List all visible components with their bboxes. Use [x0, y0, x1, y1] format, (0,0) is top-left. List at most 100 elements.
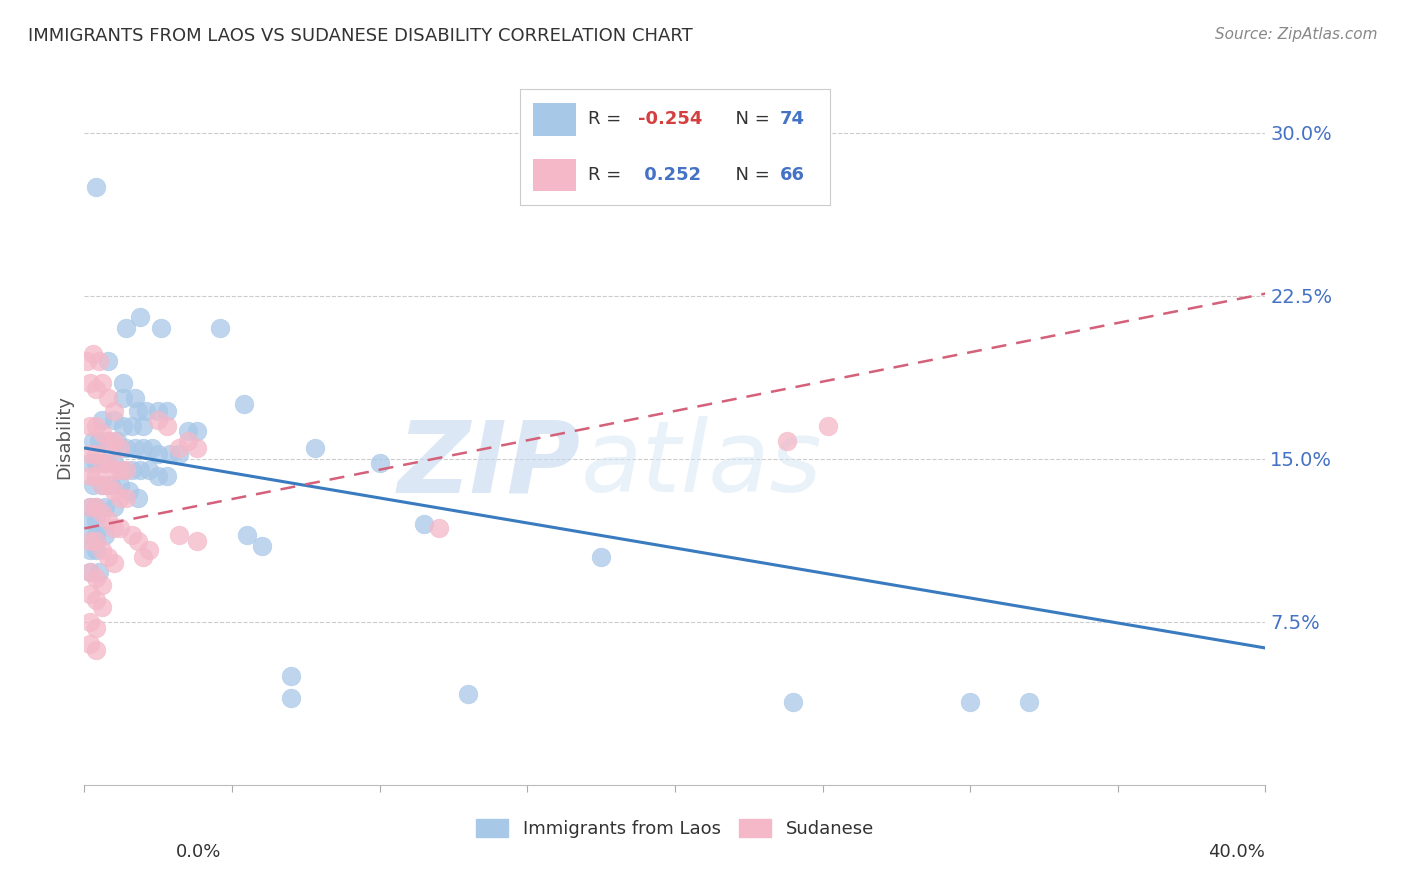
- Point: [108, 521, 131, 535]
- Point: [121, 463, 143, 477]
- Point: [79, 500, 101, 514]
- Point: [97, 434, 120, 449]
- Point: [97, 391, 120, 405]
- Point: [103, 556, 125, 570]
- Point: [79, 587, 101, 601]
- Point: [79, 447, 101, 462]
- Point: [84, 621, 107, 635]
- Point: [148, 447, 170, 462]
- Point: [776, 434, 799, 449]
- Point: [91, 578, 114, 592]
- Point: [159, 447, 181, 462]
- Text: 74: 74: [780, 111, 806, 128]
- Point: [97, 549, 120, 564]
- Point: [132, 419, 155, 434]
- Point: [150, 321, 173, 335]
- Point: [121, 528, 143, 542]
- Point: [84, 419, 107, 434]
- Point: [232, 397, 254, 411]
- Point: [111, 376, 134, 390]
- Point: [236, 528, 259, 542]
- Point: [82, 478, 104, 492]
- Point: [108, 491, 131, 505]
- Point: [79, 376, 101, 390]
- Point: [427, 521, 450, 535]
- Point: [127, 534, 149, 549]
- Point: [127, 491, 149, 505]
- Point: [97, 513, 120, 527]
- Point: [84, 528, 107, 542]
- Point: [782, 695, 804, 709]
- Point: [111, 463, 134, 477]
- Point: [97, 456, 120, 470]
- Point: [97, 478, 120, 492]
- Point: [87, 354, 111, 368]
- Text: atlas: atlas: [581, 417, 823, 514]
- Point: [304, 441, 326, 455]
- Point: [84, 643, 107, 657]
- Point: [591, 549, 613, 564]
- Point: [79, 565, 101, 579]
- Point: [127, 404, 149, 418]
- Text: 0.252: 0.252: [638, 166, 700, 184]
- Point: [84, 593, 107, 607]
- Point: [82, 434, 104, 449]
- Point: [84, 543, 107, 558]
- Text: ZIP: ZIP: [398, 417, 581, 514]
- Text: 40.0%: 40.0%: [1209, 843, 1265, 861]
- Point: [111, 391, 134, 405]
- FancyBboxPatch shape: [533, 103, 576, 136]
- Point: [132, 549, 155, 564]
- Point: [79, 565, 101, 579]
- Point: [84, 382, 107, 396]
- Point: [97, 434, 120, 449]
- Point: [84, 513, 107, 527]
- Point: [79, 419, 101, 434]
- Point: [280, 690, 302, 705]
- Point: [79, 637, 101, 651]
- Y-axis label: Disability: Disability: [55, 395, 73, 479]
- Point: [108, 441, 131, 455]
- Point: [177, 434, 200, 449]
- Point: [368, 456, 391, 470]
- Point: [114, 321, 136, 335]
- Point: [250, 539, 273, 553]
- Point: [156, 419, 179, 434]
- Point: [79, 615, 101, 629]
- Point: [79, 469, 101, 483]
- Point: [84, 571, 107, 585]
- Point: [413, 516, 436, 531]
- Point: [105, 434, 128, 449]
- Text: -0.254: -0.254: [638, 111, 702, 128]
- Point: [118, 484, 141, 499]
- Point: [94, 500, 117, 514]
- Point: [129, 463, 152, 477]
- Point: [91, 599, 114, 614]
- Point: [111, 419, 134, 434]
- Point: [94, 528, 117, 542]
- Point: [79, 543, 101, 558]
- Point: [84, 447, 107, 462]
- Point: [79, 534, 101, 549]
- Point: [91, 425, 114, 440]
- Point: [84, 180, 107, 194]
- Text: IMMIGRANTS FROM LAOS VS SUDANESE DISABILITY CORRELATION CHART: IMMIGRANTS FROM LAOS VS SUDANESE DISABIL…: [28, 27, 693, 45]
- Point: [87, 565, 111, 579]
- Point: [79, 456, 101, 470]
- Point: [103, 521, 125, 535]
- Point: [91, 478, 114, 492]
- Point: [959, 695, 981, 709]
- Point: [103, 456, 125, 470]
- Point: [79, 528, 101, 542]
- Point: [114, 463, 136, 477]
- Point: [84, 500, 107, 514]
- Point: [103, 484, 125, 499]
- Point: [103, 500, 125, 514]
- Point: [167, 441, 190, 455]
- Point: [132, 441, 155, 455]
- Point: [121, 419, 143, 434]
- Point: [103, 434, 125, 449]
- Point: [103, 463, 125, 477]
- FancyBboxPatch shape: [533, 159, 576, 191]
- Point: [148, 404, 170, 418]
